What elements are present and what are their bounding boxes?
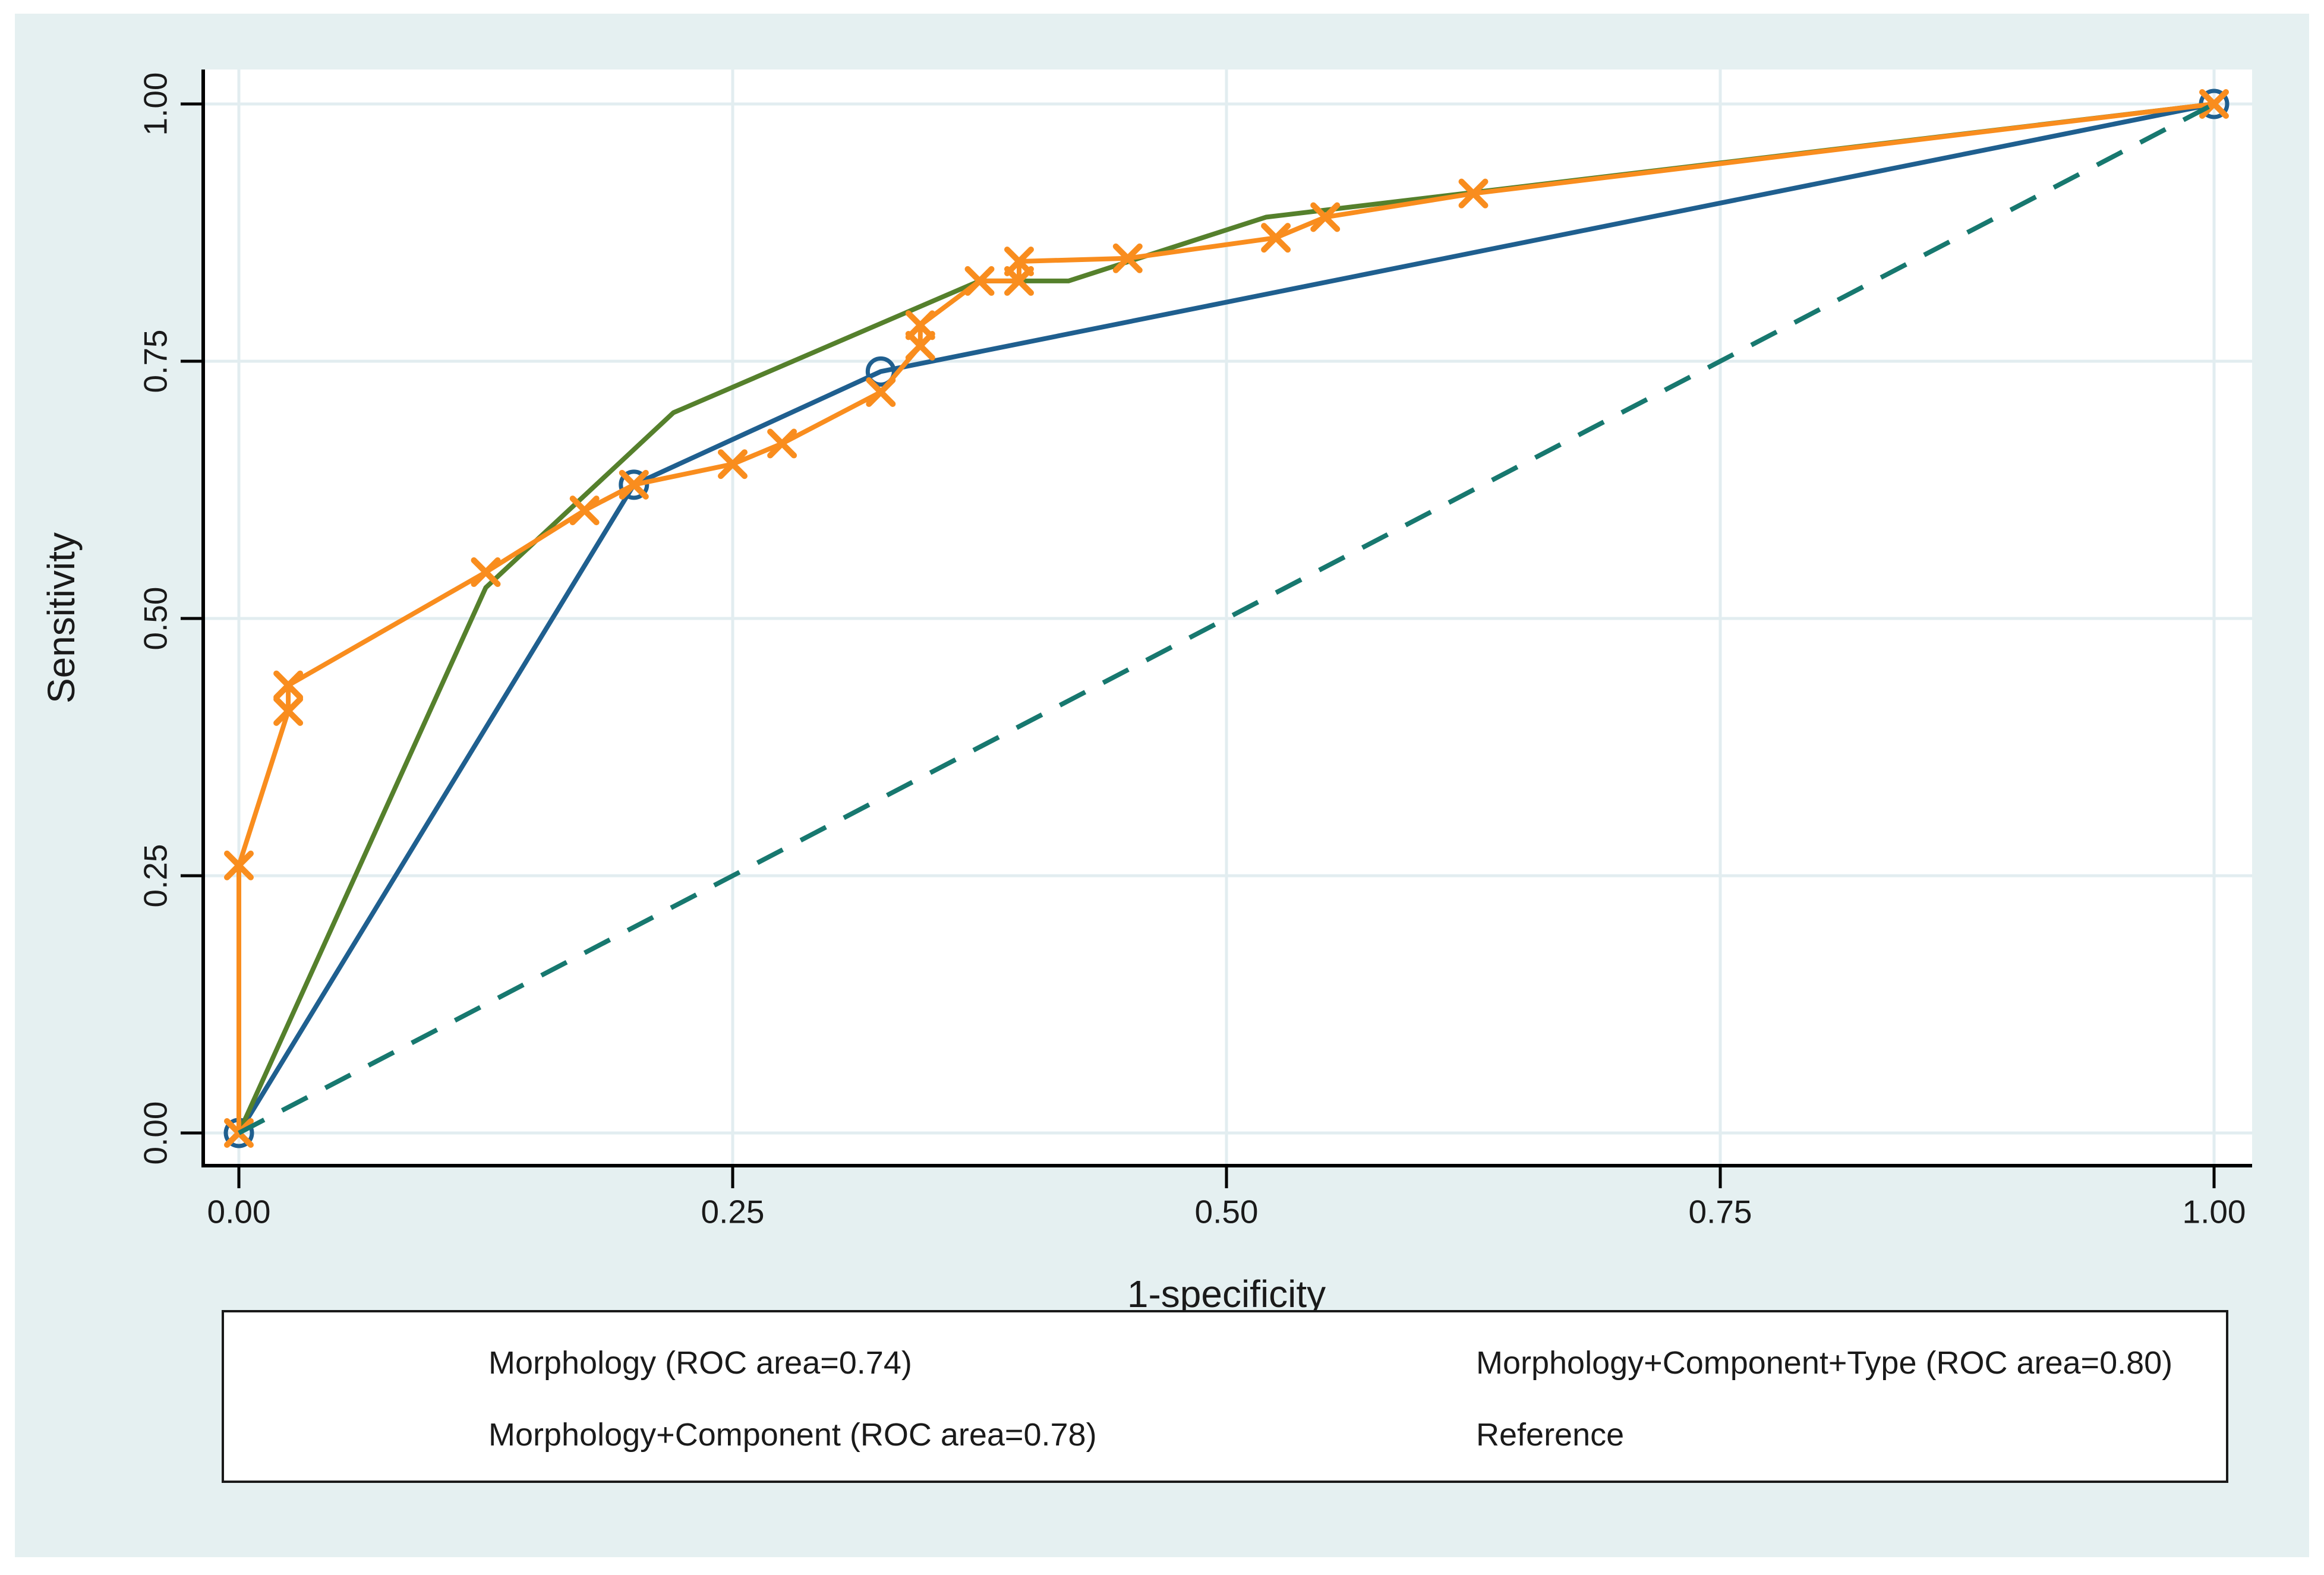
series-reference xyxy=(238,102,2215,1135)
x-axis-title: 1-specificity xyxy=(1127,1273,1326,1315)
legend: Morphology (ROC area=0.74) Morphology+Co… xyxy=(222,1310,2228,1483)
x-tick-label-000: 0.00 xyxy=(207,1193,271,1230)
x-tick-label-075: 0.75 xyxy=(1688,1193,1752,1230)
y-axis-title: Sensitivity xyxy=(40,532,83,704)
y-tick-label-100: 1.00 xyxy=(137,72,174,136)
y-tick-label-050: 0.50 xyxy=(137,586,174,651)
legend-label-reference: Reference xyxy=(1476,1417,1625,1453)
tick-marks xyxy=(181,102,2216,1188)
x-tick-label-100: 1.00 xyxy=(2182,1193,2246,1230)
x-tick-label-025: 0.25 xyxy=(701,1193,765,1230)
y-tick-label-025: 0.25 xyxy=(137,844,174,908)
gridlines xyxy=(203,70,2252,1166)
x-tick-label-050: 0.50 xyxy=(1194,1193,1259,1230)
legend-label-morphology: Morphology (ROC area=0.74) xyxy=(488,1345,912,1381)
legend-label-morphology-component-type: Morphology+Component+Type (ROC area=0.80… xyxy=(1476,1345,2173,1381)
y-tick-label-000: 0.00 xyxy=(137,1101,174,1165)
series-morphology xyxy=(223,89,2230,1148)
y-tick-label-075: 0.75 xyxy=(137,329,174,393)
legend-label-morphology-component: Morphology+Component (ROC area=0.78) xyxy=(488,1417,1097,1453)
